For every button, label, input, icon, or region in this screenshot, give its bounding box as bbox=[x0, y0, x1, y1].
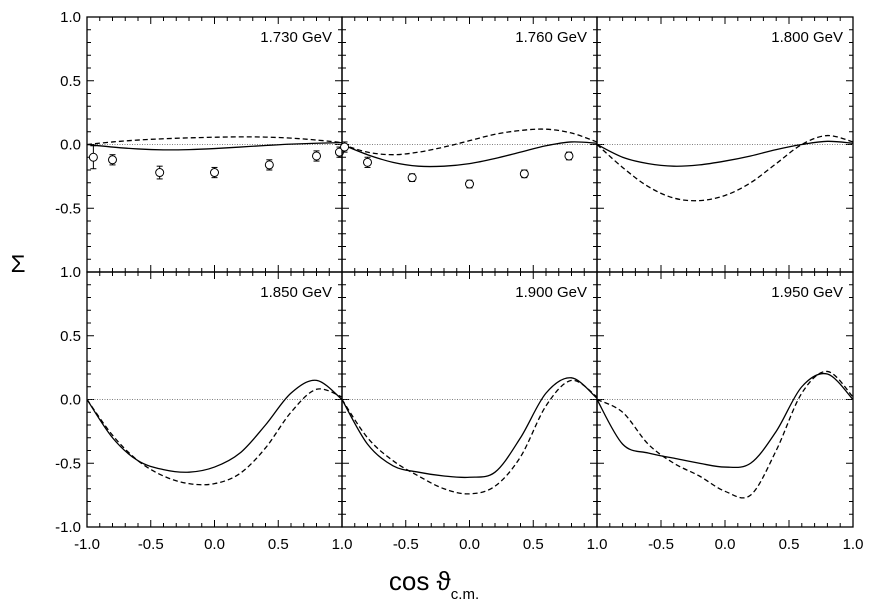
dashed-curve bbox=[597, 134, 853, 202]
x-axis-title: cos ϑc.m. bbox=[389, 566, 479, 603]
x-tick-label: 1.0 bbox=[843, 536, 864, 553]
panel-1: 1.730 GeV bbox=[86, 16, 344, 273]
dashed-curve bbox=[87, 136, 342, 146]
dashed-curve bbox=[87, 388, 342, 486]
panel-5: 1.900 GeV bbox=[341, 271, 598, 528]
data-point bbox=[340, 141, 350, 153]
dashed-curve bbox=[342, 128, 597, 156]
data-point bbox=[407, 173, 417, 183]
panel-3: 1.800 GeV bbox=[596, 16, 854, 273]
data-point bbox=[264, 159, 274, 171]
data-point-marker bbox=[465, 179, 474, 189]
x-tick-label: 1.0 bbox=[332, 536, 353, 553]
y-axis-title: Σ bbox=[11, 251, 26, 278]
dashed-curve bbox=[342, 379, 597, 495]
data-point bbox=[363, 156, 372, 168]
dashed-curve bbox=[597, 370, 853, 499]
panel-series bbox=[342, 377, 597, 495]
panel-energy-label: 1.950 GeV bbox=[771, 284, 843, 301]
data-point-marker bbox=[363, 157, 372, 167]
data-point-marker bbox=[264, 160, 274, 170]
x-tick-label: 0.0 bbox=[715, 536, 736, 553]
x-tick-label: 0.5 bbox=[268, 536, 289, 553]
x-tick-label: -0.5 bbox=[393, 536, 419, 553]
panel-series bbox=[597, 370, 853, 499]
panel-4: 1.850 GeV bbox=[86, 271, 343, 528]
x-tick-label: 0.5 bbox=[523, 536, 544, 553]
panel-ticks bbox=[341, 271, 598, 528]
panel-energy-label: 1.850 GeV bbox=[260, 284, 332, 301]
data-point-marker bbox=[108, 155, 117, 165]
y-tick-label: 0.5 bbox=[60, 73, 81, 90]
x-tick-label: 0.0 bbox=[204, 536, 225, 553]
panel-series bbox=[597, 134, 853, 202]
y-tick-label: -0.5 bbox=[55, 200, 81, 217]
data-point bbox=[465, 179, 474, 189]
data-point bbox=[88, 145, 98, 170]
data-point-marker bbox=[340, 142, 350, 152]
panel-energy-label: 1.730 GeV bbox=[260, 29, 332, 46]
x-axis-title-subscript: c.m. bbox=[451, 586, 479, 603]
solid-curve bbox=[342, 141, 597, 168]
panel-energy-label: 1.900 GeV bbox=[515, 284, 587, 301]
panel-series bbox=[87, 136, 342, 151]
data-point bbox=[564, 151, 574, 161]
x-tick-label: -1.0 bbox=[74, 536, 100, 553]
data-point bbox=[108, 154, 117, 166]
y-tick-label: 1.0 bbox=[60, 264, 81, 281]
data-point-marker bbox=[210, 168, 219, 178]
panel-series bbox=[342, 128, 597, 168]
x-axis-title-main: cos ϑ bbox=[389, 566, 452, 596]
x-tick-label: 1.0 bbox=[587, 536, 608, 553]
x-tick-label: 0.0 bbox=[459, 536, 480, 553]
solid-curve bbox=[597, 140, 853, 167]
data-point bbox=[312, 150, 321, 162]
y-tick-label: 0.5 bbox=[60, 328, 81, 345]
y-tick-label: 1.0 bbox=[60, 9, 81, 26]
y-tick-label: 0.0 bbox=[60, 137, 81, 154]
solid-curve bbox=[597, 372, 853, 469]
data-point bbox=[519, 169, 529, 179]
x-tick-label: -0.5 bbox=[648, 536, 674, 553]
solid-curve bbox=[342, 377, 597, 479]
axis-labels-layer: -0.5 0.0 0.5 1.0 -1.0 -0.5 0.0 0.5 1.0 -1.0 -0.5 0.… bbox=[55, 9, 863, 553]
panels-layer: 1.730 GeV 1.760 GeV 1.800 GeV 1.850 GeV 1.90… bbox=[86, 16, 854, 528]
y-tick-label: -1.0 bbox=[55, 519, 81, 536]
x-tick-label: -0.5 bbox=[138, 536, 164, 553]
data-point-marker bbox=[519, 169, 529, 179]
panel-energy-label: 1.800 GeV bbox=[771, 29, 843, 46]
solid-curve bbox=[87, 379, 342, 473]
data-point bbox=[155, 165, 165, 180]
panel-series bbox=[87, 379, 342, 486]
data-point-marker bbox=[407, 173, 417, 183]
data-point bbox=[210, 166, 219, 179]
panel-ticks bbox=[596, 271, 854, 528]
x-tick-label: 0.5 bbox=[779, 536, 800, 553]
panel-ticks bbox=[596, 16, 854, 273]
panel-6: 1.950 GeV bbox=[596, 271, 854, 528]
y-tick-label: -0.5 bbox=[55, 455, 81, 472]
data-point-marker bbox=[88, 152, 98, 162]
solid-curve bbox=[87, 141, 342, 151]
panel-energy-label: 1.760 GeV bbox=[515, 29, 587, 46]
data-point-marker bbox=[155, 168, 165, 178]
y-tick-label: 0.0 bbox=[60, 392, 81, 409]
data-point-marker bbox=[564, 151, 574, 161]
panel-ticks bbox=[86, 16, 343, 273]
data-point-marker bbox=[312, 151, 321, 161]
panel-2: 1.760 GeV bbox=[340, 16, 598, 273]
